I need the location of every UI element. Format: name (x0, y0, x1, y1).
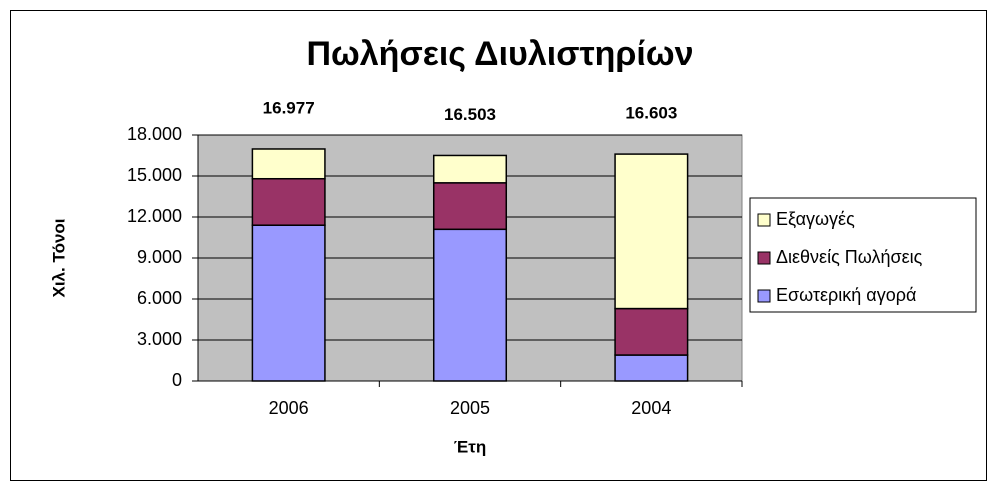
y-tick-label: 9.000 (137, 247, 182, 267)
y-tick-label: 12.000 (127, 206, 182, 226)
total-label: 16.503 (444, 105, 496, 124)
bar-segment (251, 224, 326, 382)
x-tick-label: 2005 (450, 398, 490, 418)
legend-label: Εσωτερική αγορά (776, 285, 916, 305)
bar-segment (432, 154, 508, 184)
chart-title: Πωλήσεις Διυλιστηρίων (307, 35, 694, 73)
bar-segment (614, 354, 689, 382)
legend-swatch (757, 251, 771, 265)
legend-swatch (757, 213, 771, 227)
bar-segment (432, 228, 508, 382)
bar-segment (614, 307, 689, 356)
legend-swatch (757, 289, 771, 303)
bar-segment (614, 153, 689, 310)
total-label: 16.977 (263, 98, 315, 117)
x-axis-label: Έτη (454, 437, 486, 456)
y-tick-label: 3.000 (137, 329, 182, 349)
y-tick-label: 0 (172, 370, 182, 390)
y-axis-label: Χιλ. Τόνοι (49, 218, 68, 297)
legend-label: Διεθνείς Πωλήσεις (776, 247, 923, 267)
bar-segment (251, 177, 326, 226)
y-tick-label: 18.000 (127, 124, 182, 144)
x-tick-label: 2006 (269, 398, 309, 418)
y-tick-label: 15.000 (127, 165, 182, 185)
bar-segment (432, 182, 508, 231)
bar-segment (251, 148, 326, 180)
x-tick-label: 2004 (631, 398, 671, 418)
legend-label: Εξαγωγές (776, 209, 855, 229)
y-tick-label: 6.000 (137, 288, 182, 308)
legend-box (749, 197, 977, 313)
total-label: 16.603 (625, 104, 677, 123)
